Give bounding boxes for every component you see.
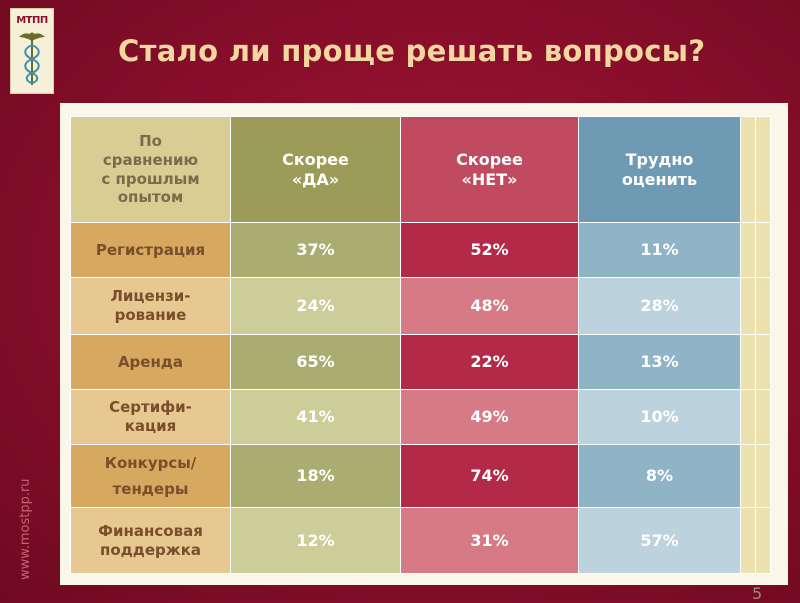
cell-text-line: «ДА»	[291, 169, 340, 189]
side-url: www.mostpp.ru	[18, 478, 33, 580]
column-header-yes: Скорее «ДА»	[230, 116, 401, 223]
value-cell-hard: 8%	[578, 444, 741, 508]
logo: МТПП	[10, 8, 54, 94]
value-cell-no: 31%	[400, 507, 579, 574]
value-cell-yes: 24%	[230, 277, 401, 335]
cell-text-line: Регистрация	[95, 240, 206, 259]
cell-text-line: Сертифи-	[109, 398, 192, 417]
cell-text-line: кация	[124, 417, 177, 435]
table-stub-cell	[755, 444, 771, 508]
table-header-row: По сравнению с прошлым опытом Скорее «ДА» Скор…	[70, 116, 771, 223]
table-stub-cell	[755, 116, 771, 223]
value-cell-hard: 11%	[578, 222, 741, 278]
table-stub-cell	[755, 222, 771, 278]
row-label-cell: Конкурсы/тендеры	[70, 444, 231, 508]
value-cell-yes: 41%	[230, 389, 401, 445]
cell-text-line: Конкурсы/	[104, 453, 197, 472]
column-header-no: Скорее «НЕТ»	[400, 116, 579, 223]
cell-text-line: сравнению	[102, 150, 199, 169]
table-stub-cell	[740, 444, 756, 508]
cell-text-line: тендеры	[112, 480, 189, 498]
value-cell-no: 52%	[400, 222, 579, 278]
table-stub-cell	[740, 277, 756, 335]
row-label-cell: Регистрация	[70, 222, 231, 278]
survey-table: По сравнению с прошлым опытом Скорее «ДА» Скор…	[70, 116, 771, 574]
value-cell-no: 22%	[400, 334, 579, 390]
table-row: Лицензи-рование 24% 48% 28%	[70, 277, 771, 335]
value-cell-yes: 65%	[230, 334, 401, 390]
value-cell-no: 49%	[400, 389, 579, 445]
corner-header-cell: По сравнению с прошлым опытом	[70, 116, 231, 223]
cell-text-line: Скорее	[456, 149, 523, 169]
value-cell-hard: 57%	[578, 507, 741, 574]
table-row: Регистрация 37% 52% 11%	[70, 222, 771, 278]
value-cell-no: 48%	[400, 277, 579, 335]
table-row: Аренда 65% 22% 13%	[70, 334, 771, 390]
table-stub-cell	[755, 389, 771, 445]
value-cell-yes: 37%	[230, 222, 401, 278]
value-cell-no: 74%	[400, 444, 579, 508]
value-cell-hard: 28%	[578, 277, 741, 335]
cell-text-line: По	[139, 132, 162, 150]
cell-text-line: Финансовая	[98, 521, 203, 540]
row-label-cell: Лицензи-рование	[70, 277, 231, 335]
cell-text-line: поддержка	[99, 540, 202, 559]
cell-text-line: рование	[114, 306, 187, 324]
column-header-hard: Трудно оценить	[578, 116, 741, 223]
value-cell-hard: 13%	[578, 334, 741, 390]
cell-text-line: Лицензи-	[110, 287, 191, 306]
page-number: 5	[752, 584, 763, 603]
cell-text-line: с прошлым	[101, 169, 200, 188]
cell-text-line: опытом	[117, 188, 184, 207]
table-stub-cell	[755, 334, 771, 390]
row-label-cell: Аренда	[70, 334, 231, 390]
table-stub-cell	[740, 507, 756, 574]
value-cell-yes: 18%	[230, 444, 401, 508]
cell-text-line: Трудно	[625, 149, 694, 169]
logo-text: МТПП	[16, 15, 48, 26]
cell-text-line: оценить	[621, 169, 698, 189]
cell-text-line: «НЕТ»	[461, 169, 518, 189]
cell-text-line: Аренда	[117, 352, 184, 371]
table-stub-cell	[755, 507, 771, 574]
value-cell-hard: 10%	[578, 389, 741, 445]
table-row: Конкурсы/тендеры 18% 74% 8%	[70, 444, 771, 508]
table-row: Финансовая поддержка 12% 31% 57%	[70, 507, 771, 574]
table-stub-cell	[740, 389, 756, 445]
row-label-cell: Финансовая поддержка	[70, 507, 231, 574]
slide-title: Стало ли проще решать вопросы?	[118, 34, 706, 68]
table-stub-cell	[740, 222, 756, 278]
row-label-cell: Сертифи-кация	[70, 389, 231, 445]
table-stub-cell	[755, 277, 771, 335]
value-cell-yes: 12%	[230, 507, 401, 574]
table-stub-cell	[740, 334, 756, 390]
table-row: Сертифи-кация 41% 49% 10%	[70, 389, 771, 445]
caduceus-icon	[19, 32, 45, 85]
table-stub-cell	[740, 116, 756, 223]
cell-text-line: Скорее	[282, 149, 349, 169]
